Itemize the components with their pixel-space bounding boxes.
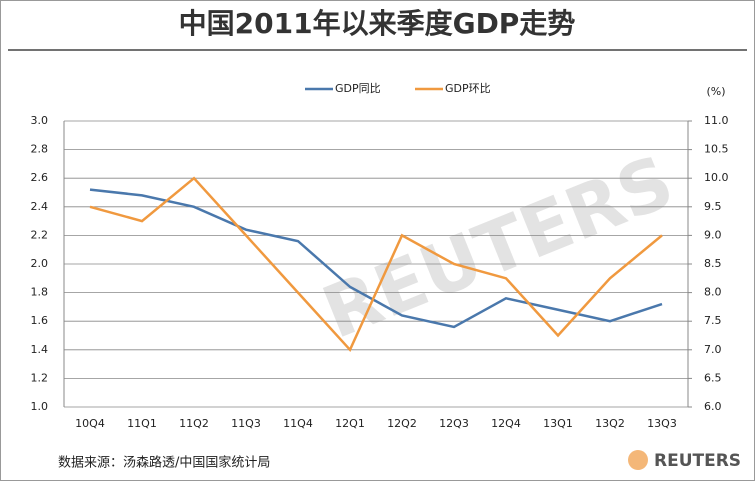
y2-tick-label: 10.0 (704, 171, 729, 184)
y-tick-label: 1.8 (31, 286, 49, 299)
y-tick-label: 2.6 (31, 171, 49, 184)
x-tick-label: 13Q2 (595, 417, 625, 430)
y2-tick-label: 9.0 (704, 228, 722, 241)
x-tick-label: 12Q3 (439, 417, 469, 430)
x-tick-label: 11Q4 (283, 417, 313, 430)
y2-tick-label: 11.0 (704, 114, 729, 127)
x-tick-label: 13Q3 (647, 417, 677, 430)
x-tick-label: 11Q1 (127, 417, 157, 430)
y-tick-label: 1.4 (31, 343, 49, 356)
y2-tick-label: 9.5 (704, 200, 722, 213)
y2-tick-label: 7.0 (704, 343, 722, 356)
legend-label: GDP同比 (335, 82, 381, 95)
x-tick-label: 11Q2 (179, 417, 209, 430)
legend-label: GDP环比 (445, 82, 491, 95)
series-line (89, 188, 663, 329)
y2-tick-label: 6.5 (704, 371, 722, 384)
x-tick-label: 12Q1 (335, 417, 365, 430)
x-tick-label: 11Q3 (231, 417, 261, 430)
brand-logo (628, 450, 648, 470)
y-tick-label: 2.0 (31, 257, 49, 270)
y2-tick-label: 8.5 (704, 257, 722, 270)
y2-axis-label: (%) (706, 85, 725, 98)
y2-tick-label: 10.5 (704, 143, 729, 156)
chart-title: 中国2011年以来季度GDP走势 (179, 7, 576, 40)
y2-tick-label: 8.0 (704, 286, 722, 299)
y2-tick-label: 6.0 (704, 400, 722, 413)
y-tick-label: 3.0 (31, 114, 49, 127)
y-tick-label: 2.8 (31, 143, 49, 156)
y-tick-label: 2.2 (31, 228, 49, 241)
x-tick-label: 12Q4 (491, 417, 521, 430)
source: 数据来源：汤森路透/中国国家统计局 (58, 455, 270, 471)
x-tick-label: 12Q2 (387, 417, 417, 430)
brand: REUTERS (654, 451, 741, 471)
y2-tick-label: 7.5 (704, 314, 722, 327)
x-tick-label: 10Q4 (75, 417, 105, 430)
y-tick-label: 1.0 (31, 400, 49, 413)
y-tick-label: 1.6 (31, 314, 49, 327)
x-tick-label: 13Q1 (543, 417, 573, 430)
series-line (89, 176, 663, 353)
y-tick-label: 1.2 (31, 371, 49, 384)
y-tick-label: 2.4 (31, 200, 49, 213)
